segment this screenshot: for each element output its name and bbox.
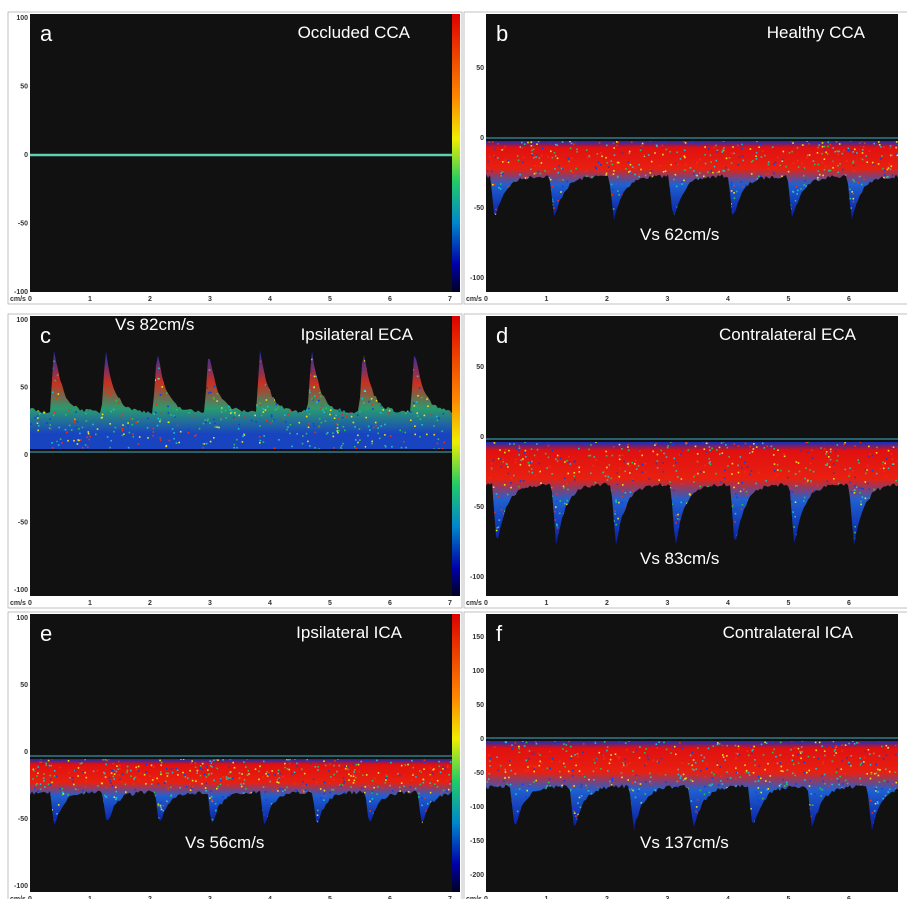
x-tick-label: 6 <box>847 296 851 303</box>
panel-letter: b <box>496 21 508 46</box>
panel-title: Ipsilateral ICA <box>296 623 402 642</box>
x-tick-label: 4 <box>726 296 730 303</box>
x-tick-label: 3 <box>208 600 212 607</box>
x-tick-label: 4 <box>268 600 272 607</box>
panel-title: Occluded CCA <box>298 23 411 42</box>
x-tick-label: 7 <box>448 296 452 303</box>
x-tick-label: 5 <box>787 296 791 303</box>
panel-letter: c <box>40 323 51 348</box>
y-tick-label: 0 <box>480 135 484 142</box>
panel-title: Contralateral ICA <box>723 623 854 642</box>
x-tick-label: 4 <box>726 600 730 607</box>
x-tick-label: cm/s <box>466 296 482 303</box>
x-tick-label: 2 <box>605 296 609 303</box>
x-tick-label: 5 <box>328 296 332 303</box>
panel: 100500-50-100cm/s01234567cIpsilateral EC… <box>8 314 462 608</box>
y-tick-label: -150 <box>470 838 484 845</box>
y-tick-label: -200 <box>470 872 484 879</box>
velocity-label: Vs 56cm/s <box>185 833 264 852</box>
color-bar <box>452 316 460 596</box>
x-tick-label: 0 <box>28 600 32 607</box>
y-tick-label: 50 <box>476 65 484 72</box>
panel-letter: f <box>496 621 503 646</box>
x-tick-label: cm/s <box>10 296 26 303</box>
velocity-label: Vs 83cm/s <box>640 549 719 568</box>
y-tick-label: 0 <box>24 152 28 159</box>
y-tick-label: -50 <box>474 504 484 511</box>
panel: 100500-50-100cm/s01234567aOccluded CCA <box>8 12 462 304</box>
x-tick-label: 5 <box>787 600 791 607</box>
y-tick-label: 150 <box>472 634 484 641</box>
y-tick-label: -50 <box>474 205 484 212</box>
y-tick-label: -50 <box>18 221 28 228</box>
x-tick-label: 6 <box>847 600 851 607</box>
panel-letter: a <box>40 21 53 46</box>
x-tick-label: 0 <box>484 600 488 607</box>
x-tick-label: 6 <box>388 296 392 303</box>
x-tick-label: 1 <box>545 296 549 303</box>
plot-area <box>30 316 452 596</box>
y-tick-label: 50 <box>476 364 484 371</box>
y-tick-label: -50 <box>474 770 484 777</box>
panel-letter: e <box>40 621 52 646</box>
x-tick-label: 6 <box>388 600 392 607</box>
panel: 500-50-100cm/s0123456bHealthy CCAVs 62cm… <box>464 12 907 304</box>
panel-title: Ipsilateral ECA <box>301 325 414 344</box>
y-tick-label: 100 <box>16 317 28 324</box>
panel-letter: d <box>496 323 508 348</box>
y-tick-label: 100 <box>16 615 28 622</box>
panel: 100500-50-100cm/s01234567eIpsilateral IC… <box>8 612 462 899</box>
y-tick-label: -100 <box>470 574 484 581</box>
x-tick-label: cm/s <box>10 600 26 607</box>
x-tick-label: 5 <box>328 600 332 607</box>
velocity-label: Vs 82cm/s <box>115 315 194 334</box>
panel: 150100500-50-100-150-200cm/s0123456fCont… <box>464 612 907 899</box>
x-tick-label: 2 <box>148 296 152 303</box>
y-tick-label: -100 <box>14 883 28 890</box>
panel: 500-50-100cm/s0123456dContralateral ECAV… <box>464 314 907 608</box>
panel-title: Healthy CCA <box>767 23 866 42</box>
y-tick-label: 50 <box>20 682 28 689</box>
y-tick-label: 0 <box>24 452 28 459</box>
y-tick-label: 0 <box>24 749 28 756</box>
x-tick-label: cm/s <box>466 600 482 607</box>
y-tick-label: -100 <box>14 587 28 594</box>
color-bar <box>452 14 460 292</box>
y-tick-label: -100 <box>470 275 484 282</box>
x-tick-label: 3 <box>666 296 670 303</box>
x-tick-label: 2 <box>605 600 609 607</box>
x-tick-label: 7 <box>448 600 452 607</box>
velocity-label: Vs 137cm/s <box>640 833 729 852</box>
y-tick-label: 50 <box>20 385 28 392</box>
y-tick-label: 0 <box>480 434 484 441</box>
x-tick-label: 1 <box>88 296 92 303</box>
y-tick-label: 100 <box>472 668 484 675</box>
y-tick-label: -50 <box>18 520 28 527</box>
color-bar <box>452 614 460 892</box>
x-tick-label: 3 <box>208 296 212 303</box>
x-tick-label: 3 <box>666 600 670 607</box>
plot-area <box>30 14 452 292</box>
x-tick-label: 2 <box>148 600 152 607</box>
x-tick-label: 1 <box>88 600 92 607</box>
x-tick-label: 0 <box>484 296 488 303</box>
y-tick-label: -100 <box>470 804 484 811</box>
panel-title: Contralateral ECA <box>719 325 857 344</box>
y-tick-label: 100 <box>16 15 28 22</box>
y-tick-label: -50 <box>18 816 28 823</box>
velocity-label: Vs 62cm/s <box>640 225 719 244</box>
x-tick-label: 0 <box>28 296 32 303</box>
x-tick-label: 4 <box>268 296 272 303</box>
y-tick-label: 50 <box>20 84 28 91</box>
y-tick-label: -100 <box>14 289 28 296</box>
x-tick-label: 1 <box>545 600 549 607</box>
y-tick-label: 0 <box>480 736 484 743</box>
y-tick-label: 50 <box>476 702 484 709</box>
